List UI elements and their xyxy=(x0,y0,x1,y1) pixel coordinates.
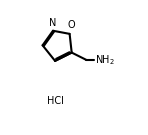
Text: N: N xyxy=(49,18,57,28)
Text: HCl: HCl xyxy=(47,96,63,106)
Text: NH$_2$: NH$_2$ xyxy=(95,53,114,67)
Text: O: O xyxy=(67,20,75,30)
